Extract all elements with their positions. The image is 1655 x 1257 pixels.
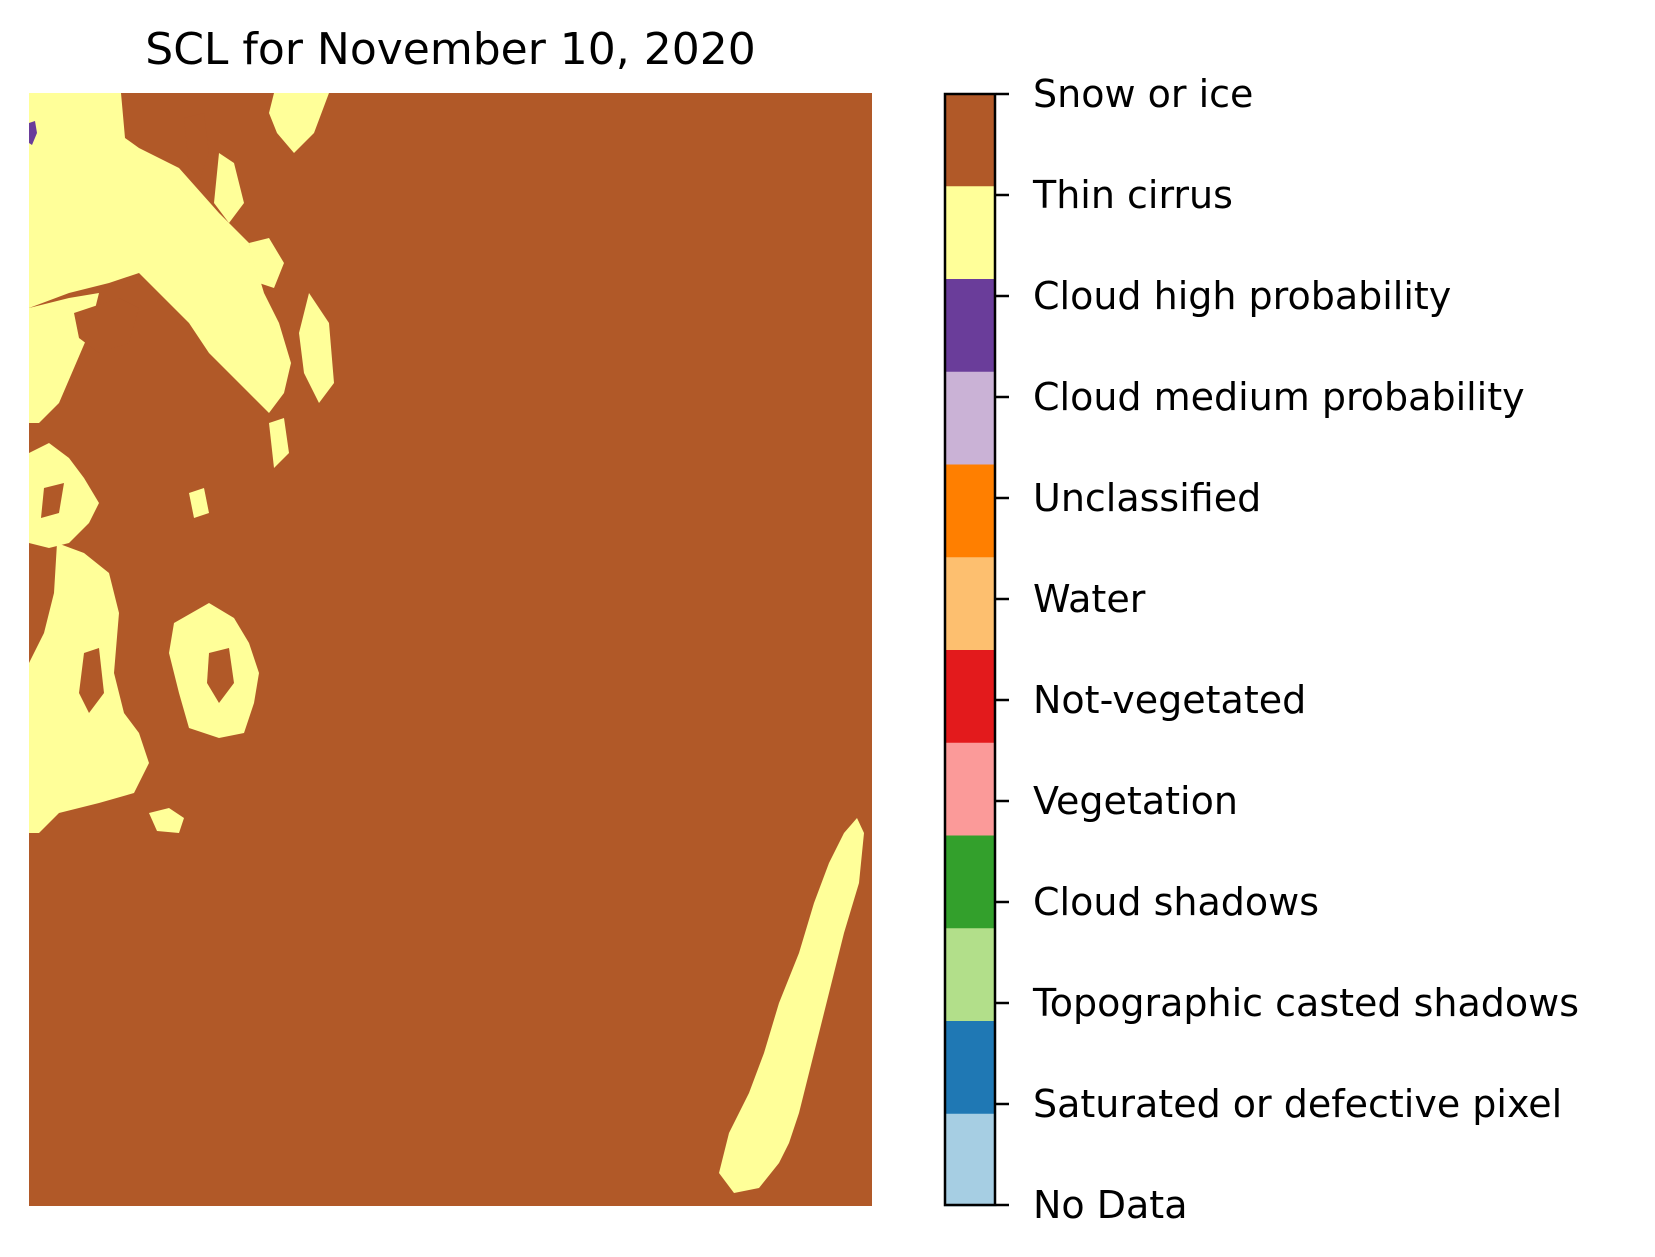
colorbar-tick-label: No Data [1033, 1183, 1188, 1227]
chart-title: SCL for November 10, 2020 [145, 24, 756, 75]
colorbar-tick-label: Vegetation [1033, 779, 1238, 823]
colorbar-segment [944, 93, 996, 187]
colorbar-tick-label: Saturated or defective pixel [1033, 1082, 1563, 1126]
colorbar-frame [943, 92, 997, 1207]
colorbar-tick-label: Topographic casted shadows [1033, 981, 1580, 1025]
colorbar-tick-label: Cloud high probability [1033, 274, 1452, 318]
colorbar-segment [944, 742, 996, 836]
colorbar-segment [944, 371, 996, 465]
colorbar-segment [944, 278, 996, 372]
colorbar-segment [944, 185, 996, 279]
colorbar-segment [944, 835, 996, 929]
colorbar-tick-label: Water [1033, 577, 1146, 621]
colorbar-segment [944, 464, 996, 558]
colorbar-tick-label: Snow or ice [1033, 72, 1254, 116]
colorbar-segment [944, 927, 996, 1021]
colorbar-tick-label: Thin cirrus [1033, 173, 1233, 217]
colorbar-tick-label: Unclassified [1033, 476, 1262, 520]
thin-cirrus-regions [29, 93, 864, 1193]
colorbar-segment [944, 556, 996, 650]
colorbar-tick-label: Cloud medium probability [1033, 375, 1525, 419]
colorbar-tick-label: Cloud shadows [1033, 880, 1320, 924]
colorbar [943, 92, 1009, 1207]
scl-classification-map [29, 93, 872, 1206]
cloud-high-probability-regions [29, 121, 37, 145]
colorbar-tick-label: Not-vegetated [1033, 678, 1307, 722]
colorbar-segment [944, 1020, 996, 1114]
snow-ice-patches [41, 113, 234, 713]
colorbar-segment [944, 649, 996, 743]
colorbar-segment [944, 1113, 996, 1207]
